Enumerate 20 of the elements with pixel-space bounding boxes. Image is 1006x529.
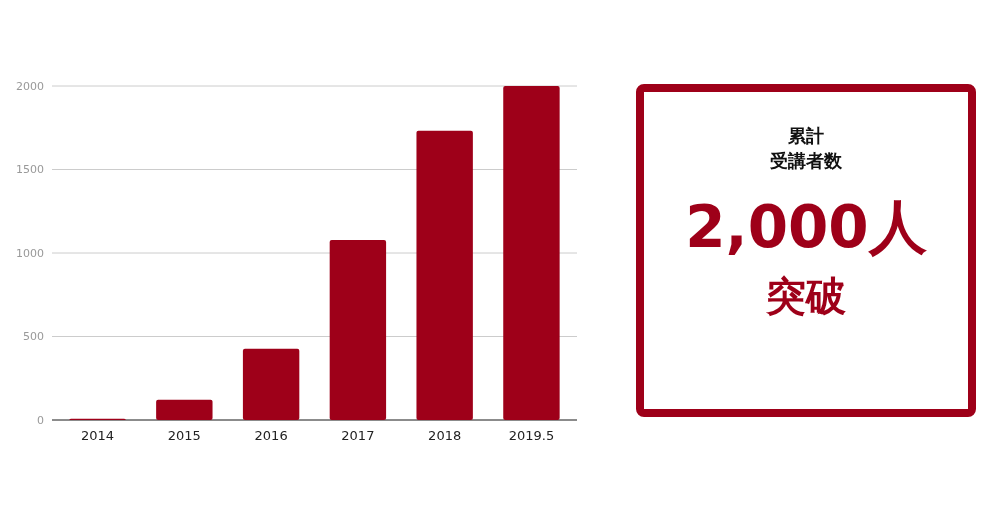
x-tick-label: 2017 — [341, 428, 375, 443]
bar — [503, 86, 560, 420]
text: 累計 — [787, 125, 824, 146]
x-tick-label: 2014 — [81, 428, 115, 443]
x-tick-label: 2019.5 — [508, 428, 555, 443]
bar — [242, 348, 300, 420]
text: 受講者数 — [770, 150, 843, 171]
bar — [156, 399, 213, 420]
text: 2,000人 — [685, 193, 927, 261]
y-tick-label: 2000 — [16, 79, 44, 93]
y-tick-label: 1000 — [16, 246, 44, 260]
text: 突破 — [765, 273, 846, 319]
bar — [329, 239, 387, 420]
x-tick-label: 2015 — [167, 428, 201, 443]
y-tick-label: 1500 — [16, 163, 44, 177]
x-tick-label: 2018 — [428, 428, 462, 443]
x-tick-label: 2016 — [254, 428, 288, 443]
y-tick-label: 500 — [23, 330, 44, 344]
y-tick-label: 0 — [37, 413, 44, 427]
bar — [416, 130, 473, 420]
